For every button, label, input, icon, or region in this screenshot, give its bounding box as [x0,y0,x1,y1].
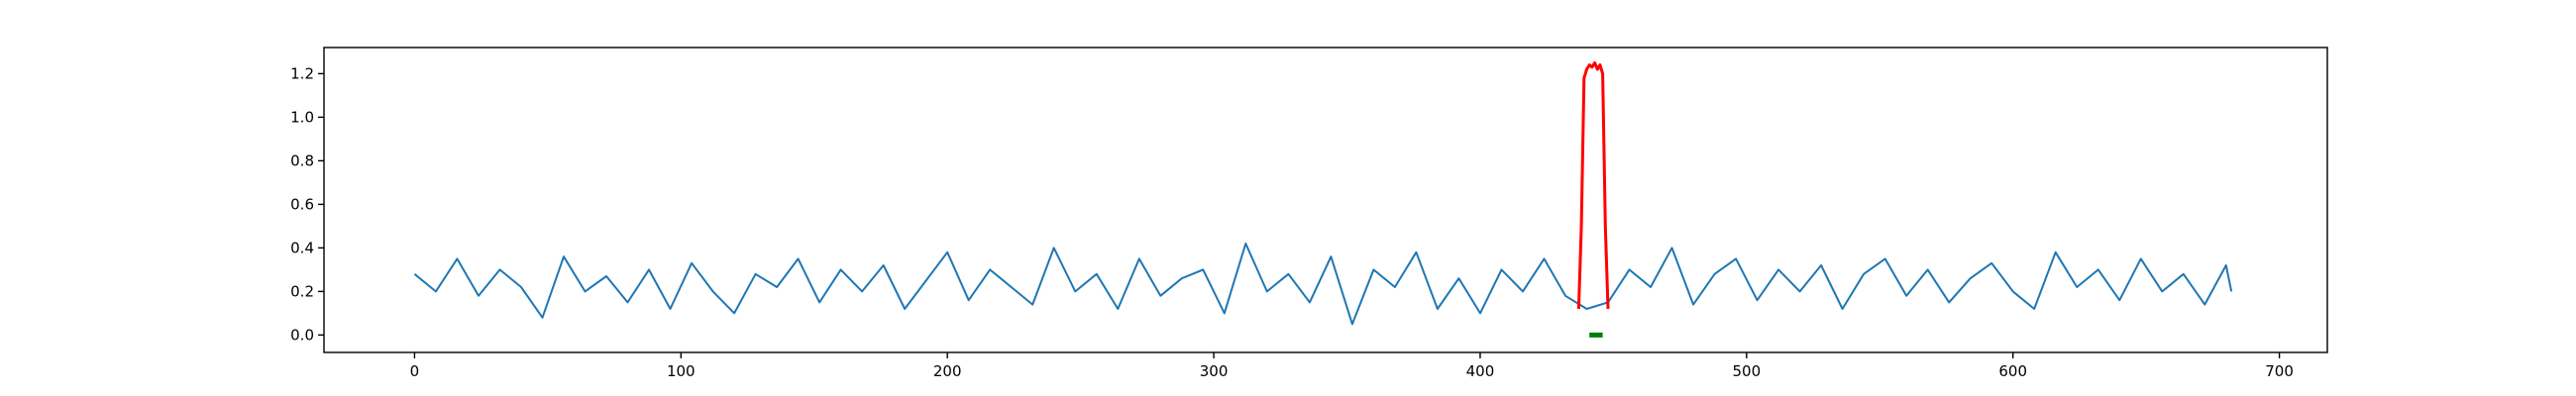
y-tick-label: 0.0 [290,326,314,344]
y-tick-label: 0.2 [290,282,314,300]
series-line-0 [413,243,2233,326]
y-tick-label: 0.4 [290,239,314,256]
x-tick-label: 100 [667,362,696,380]
x-axis: 0 100 200 300 400 500 600 700 [410,352,2294,380]
x-tick-label: 500 [1733,362,1762,380]
y-tick-label: 0.6 [290,195,314,213]
y-tick-label: 0.8 [290,151,314,169]
x-tick-label: 0 [410,362,420,380]
x-tick-label: 400 [1466,362,1495,380]
x-tick-label: 200 [933,362,962,380]
y-axis: 0.0 0.2 0.4 0.6 0.8 1.0 1.2 [290,64,324,344]
x-tick-label: 600 [1998,362,2027,380]
x-tick-label: 300 [1200,362,1229,380]
plot-series-group [413,60,2233,338]
y-tick-label: 1.0 [290,108,314,126]
series-line-1 [1576,60,1610,310]
axes-frame [323,47,2328,353]
y-tick-label: 1.2 [290,64,314,82]
x-tick-label: 700 [2265,362,2294,380]
